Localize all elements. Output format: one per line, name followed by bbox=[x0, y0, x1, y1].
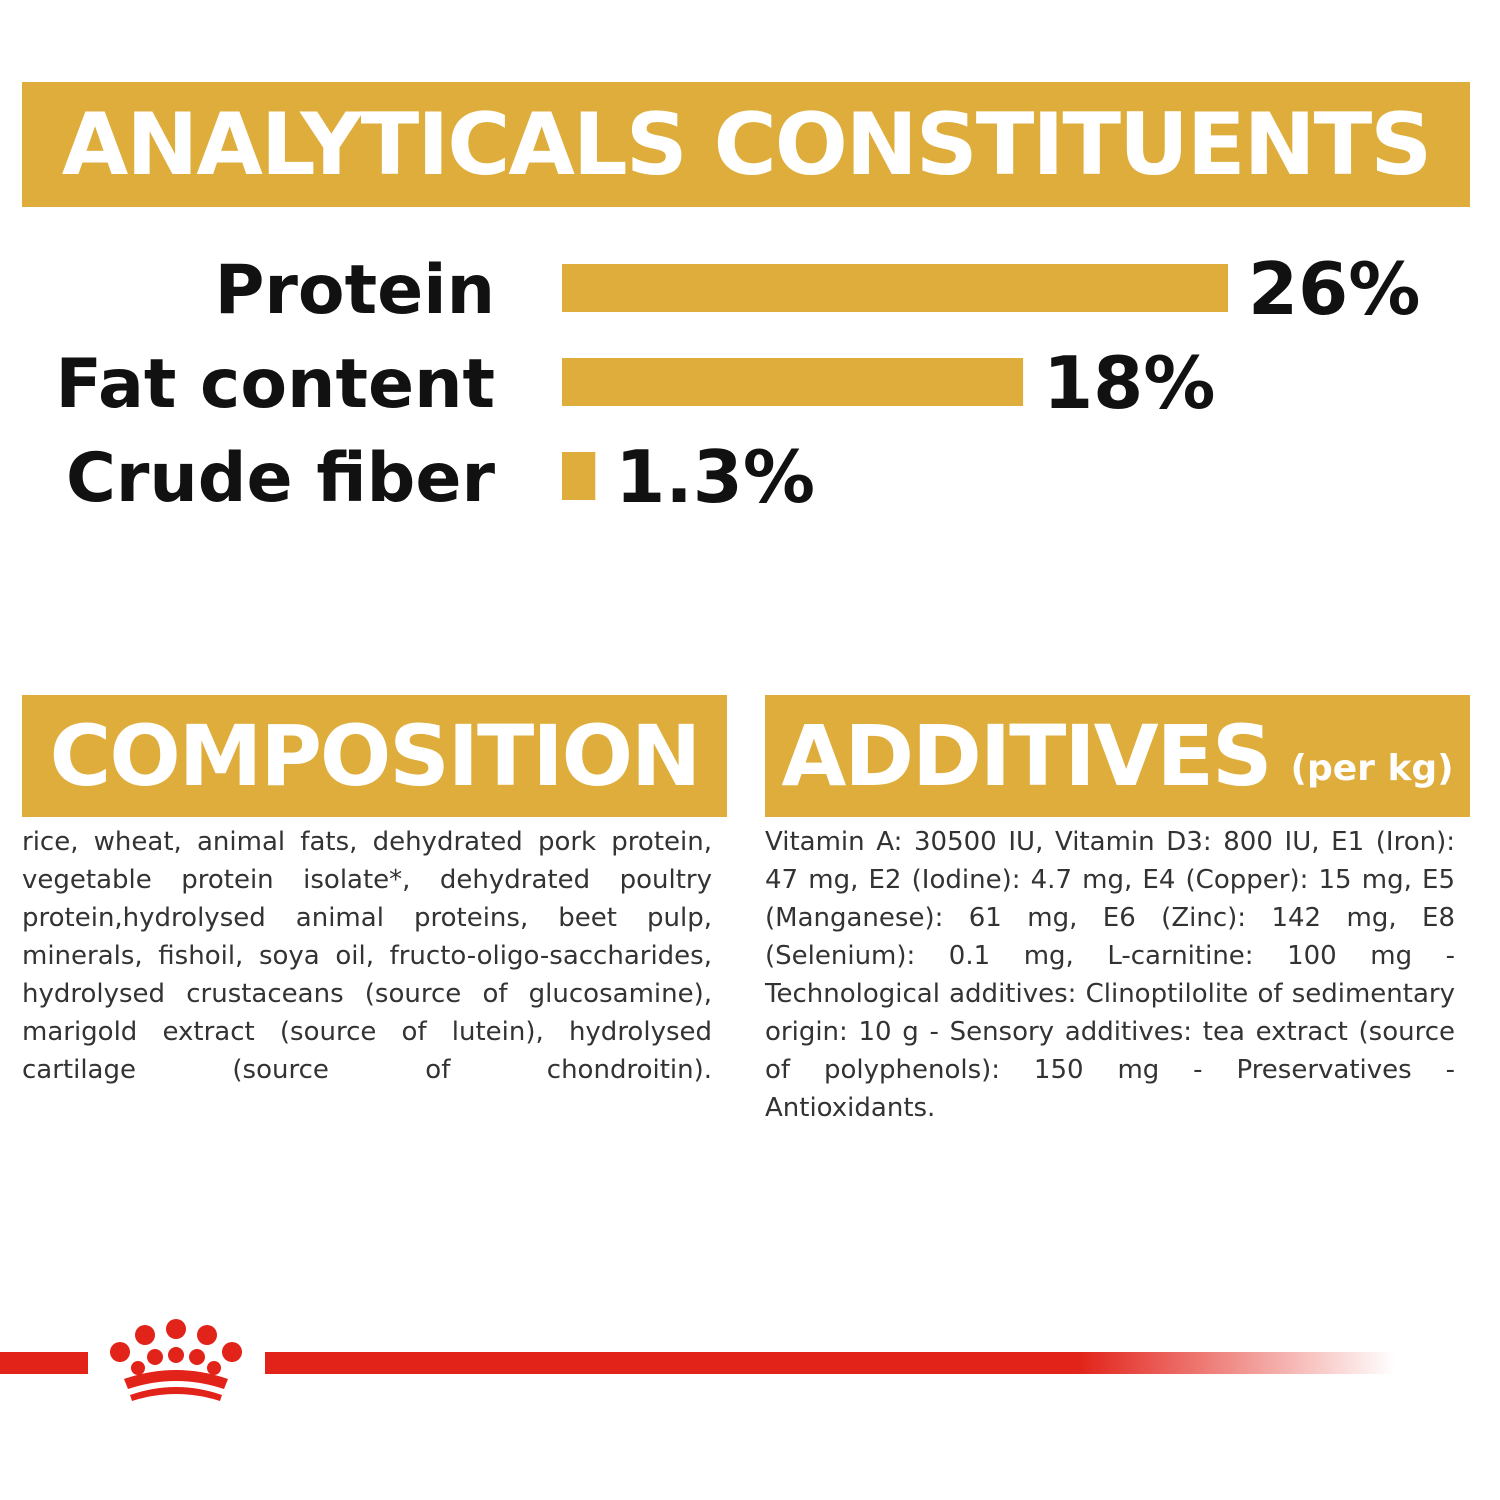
crown-icon bbox=[110, 1319, 242, 1401]
additives-banner: ADDITIVES (per kg) bbox=[765, 695, 1470, 817]
brand-footer bbox=[0, 1319, 1395, 1401]
analyticals-title: ANALYTICALS CONSTITUENTS bbox=[61, 94, 1432, 195]
additives-subtitle: (per kg) bbox=[1290, 747, 1454, 789]
additives-title: ADDITIVES bbox=[781, 707, 1272, 805]
bar bbox=[562, 358, 1024, 406]
value-label: 26% bbox=[1248, 247, 1420, 331]
footer-line-right bbox=[265, 1352, 1395, 1374]
analyticals-chart: Protein 26% Fat content 18% Crude fiber 1.3% bbox=[55, 247, 1420, 519]
value-label: 18% bbox=[1043, 341, 1215, 425]
category-label: Fat content bbox=[55, 345, 495, 424]
category-label: Protein bbox=[215, 251, 495, 330]
analyticals-banner: ANALYTICALS CONSTITUENTS bbox=[22, 82, 1470, 207]
composition-title: COMPOSITION bbox=[49, 707, 702, 805]
bar bbox=[562, 264, 1228, 312]
value-label: 1.3% bbox=[615, 435, 815, 519]
composition-text: rice, wheat, animal fats, dehydrated por… bbox=[22, 827, 712, 1085]
footer-line-left bbox=[0, 1352, 88, 1374]
category-label: Crude fiber bbox=[66, 439, 496, 518]
bar bbox=[562, 452, 596, 500]
additives-text: Vitamin A: 30500 IU, Vitamin D3: 800 IU,… bbox=[765, 827, 1455, 1123]
composition-banner: COMPOSITION bbox=[22, 695, 727, 817]
